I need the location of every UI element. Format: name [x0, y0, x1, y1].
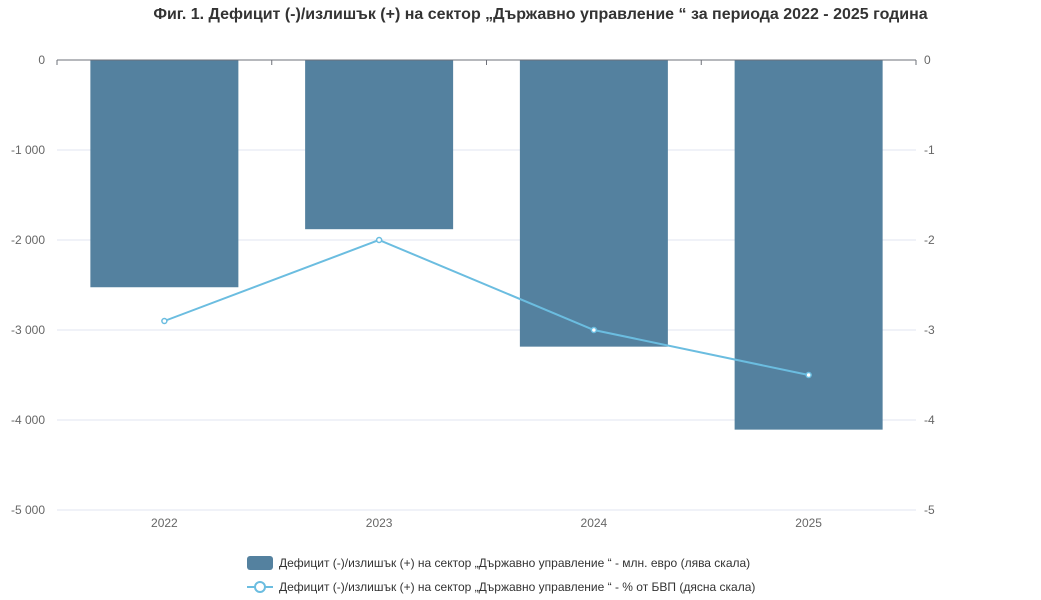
bar-2024	[519, 60, 668, 347]
legend-bar-swatch	[247, 556, 273, 570]
right-tick-label: -2	[924, 233, 935, 247]
x-tick-label: 2023	[366, 516, 393, 530]
line-point-2023	[375, 236, 383, 244]
left-tick-label: 0	[38, 53, 45, 67]
line-series	[164, 238, 809, 376]
x-tick-label: 2025	[795, 516, 822, 530]
line-point-2025	[805, 371, 812, 379]
legend-line-swatch	[247, 581, 273, 593]
bar-2023	[305, 60, 454, 230]
left-tick-label: -3 000	[11, 323, 45, 337]
line-point-2022	[161, 317, 168, 325]
bar-2025	[734, 60, 883, 430]
right-tick-label: -3	[924, 323, 935, 337]
x-tick-label: 2022	[151, 516, 178, 530]
left-tick-label: -4 000	[11, 413, 45, 427]
right-tick-label: 0	[924, 53, 931, 67]
x-tick-label: 2024	[581, 516, 608, 530]
left-tick-label: -1 000	[11, 143, 45, 157]
legend-item-line[interactable]: Дефицит (-)/излишък (+) на сектор „Държа…	[247, 580, 755, 594]
line-point-2024	[590, 326, 598, 334]
legend-label-bars: Дефицит (-)/излишък (+) на сектор „Държа…	[279, 556, 751, 570]
bar-2022	[90, 60, 239, 288]
left-tick-label: -2 000	[11, 233, 45, 247]
right-tick-label: -1	[924, 143, 935, 157]
right-tick-label: -4	[924, 413, 935, 427]
chart-title: Фиг. 1. Дефицит (-)/излишък (+) на секто…	[153, 6, 928, 23]
right-tick-label: -5	[924, 503, 935, 517]
legend-label-line: Дефицит (-)/излишък (+) на сектор „Държа…	[279, 580, 756, 594]
legend-item-bars[interactable]: Дефицит (-)/излишък (+) на сектор „Държа…	[247, 556, 750, 570]
left-tick-label: -5 000	[11, 503, 45, 517]
